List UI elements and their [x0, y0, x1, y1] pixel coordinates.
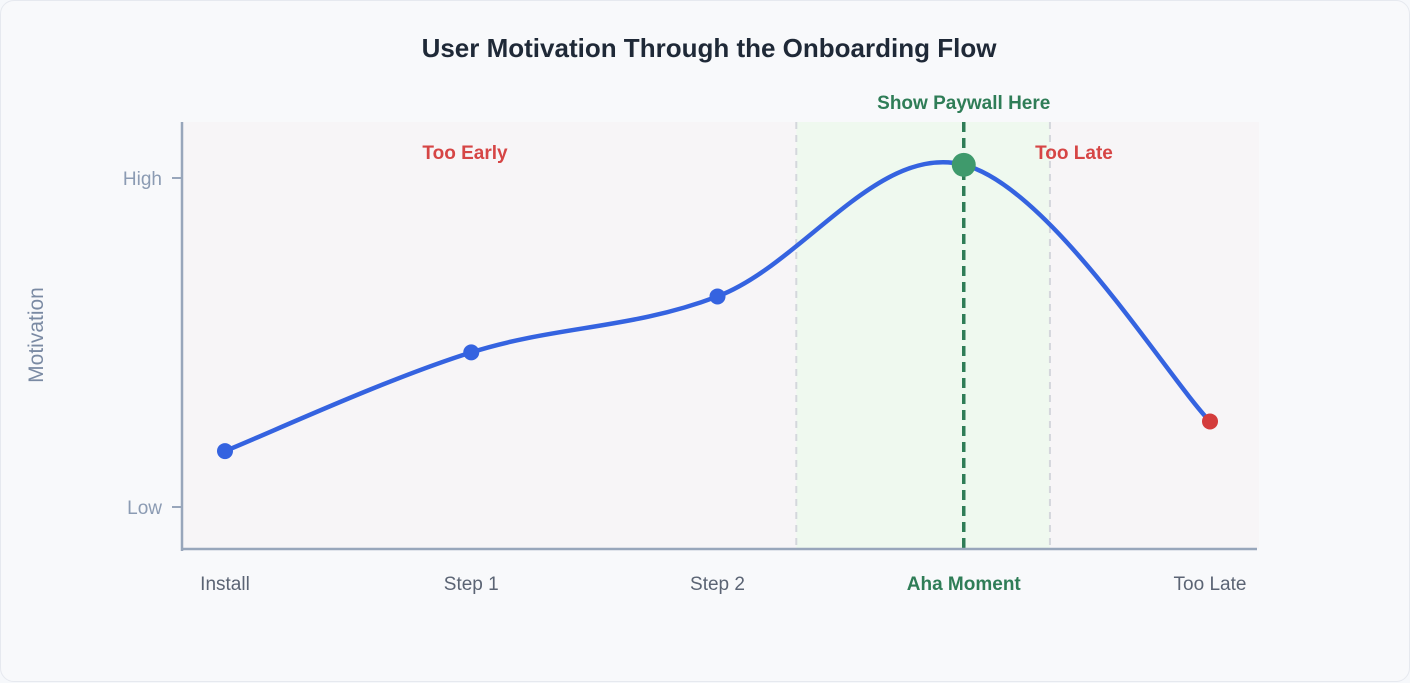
x-tick-label-1: Step 1	[444, 574, 499, 595]
x-tick-label-0: Install	[200, 574, 250, 595]
data-point-1	[463, 344, 480, 361]
zone-background-0	[182, 122, 797, 549]
x-tick-label-3: Aha Moment	[907, 574, 1022, 595]
zone-label-2: Too Late	[1035, 143, 1113, 164]
zone-paywall-1	[796, 122, 1050, 549]
zone-background-2	[1049, 122, 1259, 549]
data-point-2	[709, 288, 726, 305]
data-point-3	[951, 152, 976, 177]
chart-title: User Motivation Through the Onboarding F…	[422, 33, 998, 63]
motivation-line	[222, 160, 1213, 454]
data-point-0	[217, 443, 233, 460]
data-point-4	[1202, 413, 1218, 430]
zone-label-1: Show Paywall Here	[877, 93, 1050, 114]
y-tick-label-high: High	[123, 169, 162, 190]
x-tick-label-4: Too Late	[1174, 574, 1247, 595]
y-tick-label-low: Low	[127, 498, 162, 519]
y-axis-title: Motivation	[25, 287, 48, 383]
zone-label-0: Too Early	[422, 143, 508, 164]
x-tick-label-2: Step 2	[690, 574, 745, 595]
